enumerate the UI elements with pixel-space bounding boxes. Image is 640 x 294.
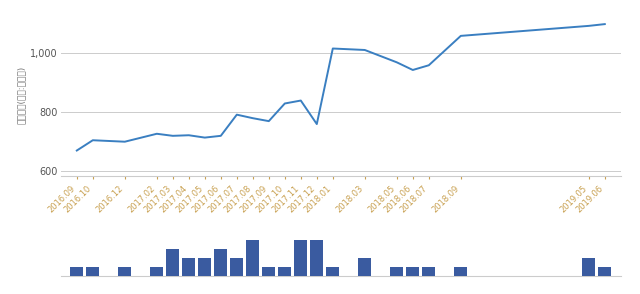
Bar: [454, 267, 467, 276]
Bar: [214, 249, 227, 276]
Bar: [86, 267, 99, 276]
Bar: [230, 258, 243, 276]
Bar: [310, 240, 323, 276]
Bar: [246, 240, 259, 276]
Bar: [182, 258, 195, 276]
Bar: [150, 267, 163, 276]
Bar: [358, 258, 371, 276]
Bar: [262, 267, 275, 276]
Bar: [166, 249, 179, 276]
Y-axis label: 거래금액(단위:백만원): 거래금액(단위:백만원): [17, 66, 26, 124]
Bar: [390, 267, 403, 276]
Bar: [326, 267, 339, 276]
Bar: [70, 267, 83, 276]
Bar: [118, 267, 131, 276]
Bar: [598, 267, 611, 276]
Bar: [294, 240, 307, 276]
Bar: [198, 258, 211, 276]
Bar: [278, 267, 291, 276]
Bar: [422, 267, 435, 276]
Bar: [582, 258, 595, 276]
Bar: [406, 267, 419, 276]
